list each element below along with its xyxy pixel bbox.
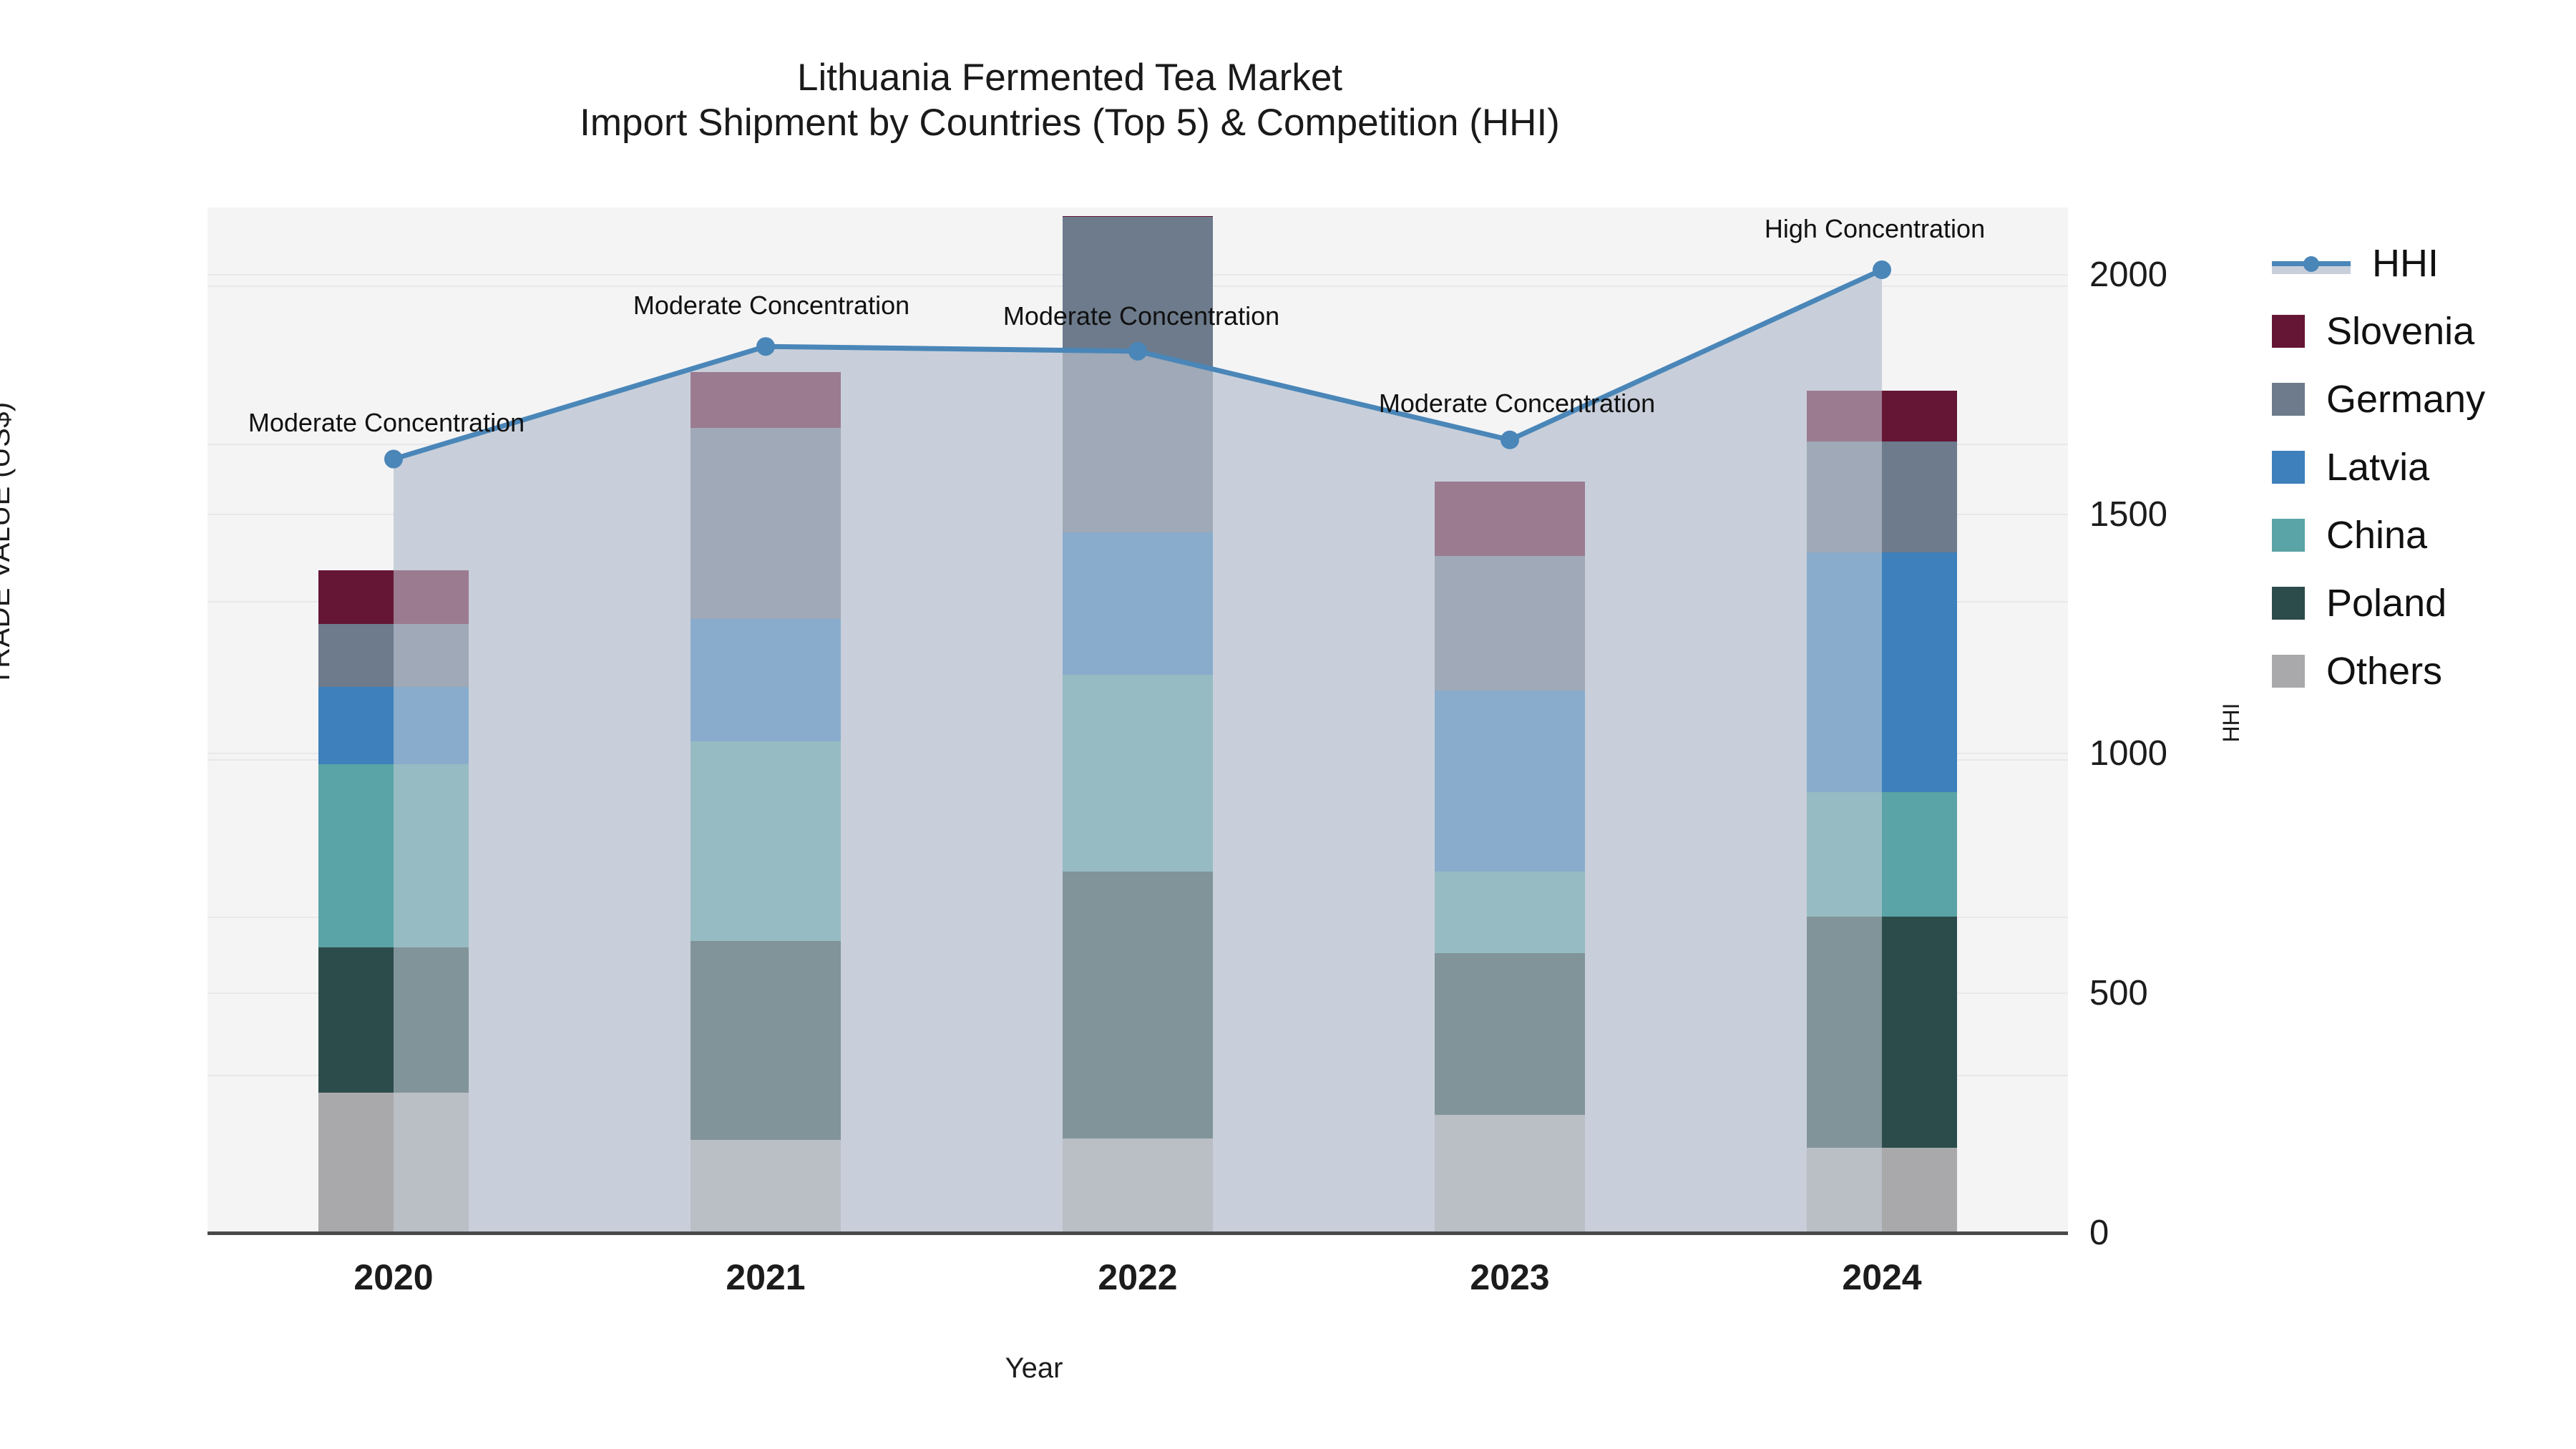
bar-segment-poland-2021 — [691, 941, 841, 1140]
bar-segment-germany-2024 — [1807, 441, 1957, 552]
y-axis-right-label: HHI — [2218, 703, 2244, 743]
x-axis-tick-2021: 2021 — [726, 1257, 806, 1297]
legend-swatch-icon — [2272, 314, 2305, 348]
plot-area — [208, 208, 2068, 1233]
legend-swatch-icon — [2272, 382, 2305, 416]
legend-item-china[interactable]: China — [2272, 501, 2485, 569]
x-axis-tick-2022: 2022 — [1098, 1257, 1178, 1297]
bar-segment-china-2024 — [1807, 791, 1957, 917]
title-line-1: Lithuania Fermented Tea Market — [796, 57, 1343, 99]
legend-label: HHI — [2372, 241, 2439, 285]
bar-segment-germany-2022 — [1063, 217, 1213, 533]
bar-segment-others-2020 — [318, 1092, 469, 1233]
legend-label: Slovenia — [2326, 309, 2475, 353]
legend-swatch-icon — [2272, 518, 2305, 552]
y-axis-right-tick: 1500 — [2089, 494, 2168, 534]
bar-segment-latvia-2020 — [318, 687, 469, 765]
legend-label: Germany — [2326, 377, 2486, 421]
bar-segment-latvia-2023 — [1435, 690, 1585, 872]
x-axis-tick-2024: 2024 — [1842, 1257, 1922, 1297]
x-axis-tick-2020: 2020 — [353, 1257, 434, 1297]
x-axis-line — [208, 1231, 2068, 1235]
bar-segment-china-2021 — [691, 741, 841, 942]
bar-segment-poland-2023 — [1435, 952, 1585, 1115]
bar-segment-slovenia-2021 — [691, 372, 841, 428]
bar-segment-latvia-2024 — [1807, 552, 1957, 792]
bar-segment-others-2021 — [691, 1139, 841, 1233]
bar-segment-latvia-2022 — [1063, 532, 1213, 675]
bar-segment-slovenia-2020 — [318, 570, 469, 624]
plot-inner — [208, 208, 2068, 1233]
y-axis-left-label: TRADE VALUE (US$) — [0, 401, 16, 686]
bar-segment-slovenia-2024 — [1807, 390, 1957, 442]
x-axis-label: Year — [1005, 1352, 1063, 1384]
legend-swatch-icon — [2272, 450, 2305, 484]
chart-legend: HHI Slovenia Germany Latvia China Poland Other… — [2272, 229, 2485, 705]
legend-item-germany[interactable]: Germany — [2272, 365, 2485, 433]
y-axis-right-tick: 2000 — [2089, 255, 2168, 294]
bar-segment-slovenia-2022 — [1063, 216, 1213, 218]
bar-segment-others-2022 — [1063, 1138, 1213, 1233]
page-title: Lithuania Fermented Tea Market Import Sh… — [0, 56, 2140, 145]
annotation-2022: Moderate Concentration — [1002, 301, 1280, 331]
legend-line-marker-icon — [2272, 247, 2351, 280]
annotation-2021: Moderate Concentration — [633, 291, 910, 321]
bar-segment-germany-2020 — [318, 624, 469, 688]
legend-swatch-icon — [2272, 654, 2305, 688]
bar-segment-poland-2022 — [1063, 872, 1213, 1138]
bar-segment-china-2023 — [1435, 872, 1585, 953]
legend-item-others[interactable]: Others — [2272, 637, 2485, 705]
annotation-2024: High Concentration — [1764, 214, 1986, 244]
y-axis-right-tick: 1000 — [2089, 734, 2168, 774]
annotation-2020: Moderate Concentration — [248, 407, 525, 437]
y-axis-right-tick: 0 — [2089, 1214, 2109, 1252]
title-line-2: Import Shipment by Countries (Top 5) & C… — [580, 101, 1560, 144]
legend-label: Others — [2326, 649, 2443, 693]
bar-segment-others-2023 — [1435, 1114, 1585, 1233]
legend-item-latvia[interactable]: Latvia — [2272, 433, 2485, 501]
annotation-2023: Moderate Concentration — [1378, 388, 1656, 418]
legend-item-hhi[interactable]: HHI — [2272, 229, 2485, 297]
bar-segment-latvia-2021 — [691, 619, 841, 742]
legend-swatch-icon — [2272, 586, 2305, 620]
legend-label: China — [2326, 513, 2428, 557]
bar-segment-china-2022 — [1063, 674, 1213, 872]
legend-label: Latvia — [2326, 445, 2430, 489]
legend-item-slovenia[interactable]: Slovenia — [2272, 297, 2485, 365]
legend-item-poland[interactable]: Poland — [2272, 569, 2485, 637]
bar-segment-poland-2020 — [318, 947, 469, 1093]
bar-segment-slovenia-2023 — [1435, 481, 1585, 557]
bar-segment-germany-2021 — [691, 427, 841, 620]
bar-segment-others-2024 — [1807, 1147, 1957, 1233]
bar-segment-china-2020 — [318, 764, 469, 947]
y-axis-right-tick: 500 — [2089, 974, 2148, 1013]
bar-segment-poland-2024 — [1807, 916, 1957, 1148]
x-axis-tick-2023: 2023 — [1470, 1257, 1550, 1297]
legend-label: Poland — [2326, 581, 2447, 625]
bar-segment-germany-2023 — [1435, 556, 1585, 691]
